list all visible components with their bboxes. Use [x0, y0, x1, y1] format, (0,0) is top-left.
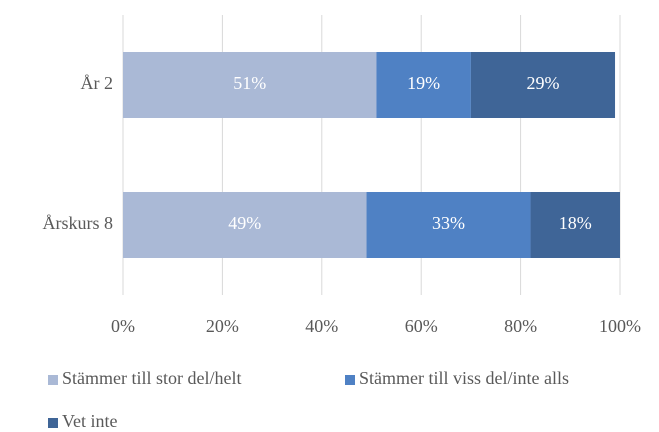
x-tick-label: 20%: [206, 316, 239, 336]
legend-label: Stämmer till stor del/helt: [62, 368, 241, 388]
bar-segment: [470, 52, 616, 118]
y-tick-label: Årskurs 8: [43, 213, 114, 233]
data-label: 29%: [526, 73, 559, 93]
bar-segment: [376, 52, 471, 118]
bar-segment: [366, 192, 531, 258]
x-tick-label: 60%: [405, 316, 438, 336]
bar-segment: [530, 192, 620, 258]
legend-label: Vet inte: [62, 411, 118, 431]
x-tick-label: 40%: [305, 316, 338, 336]
legend-swatch: [48, 418, 58, 428]
data-label: 49%: [228, 213, 261, 233]
legend-label: Stämmer till viss del/inte alls: [359, 368, 569, 388]
data-label: 51%: [233, 73, 266, 93]
y-tick-label: År 2: [81, 73, 114, 93]
legend-swatch: [48, 375, 58, 385]
data-label: 18%: [559, 213, 592, 233]
bar-segment: [123, 52, 377, 118]
x-tick-label: 100%: [599, 316, 641, 336]
x-tick-label: 0%: [111, 316, 135, 336]
data-label: 33%: [432, 213, 465, 233]
x-tick-label: 80%: [504, 316, 537, 336]
data-label: 19%: [407, 73, 440, 93]
bar-segment: [123, 192, 367, 258]
legend-swatch: [345, 375, 355, 385]
